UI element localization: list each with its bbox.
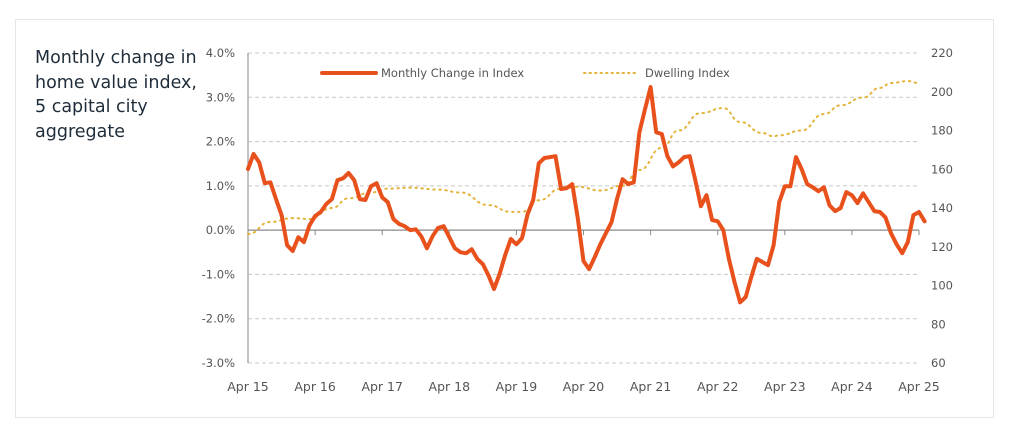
x-tick-label: Apr 16 [294,379,336,394]
x-tick-label: Apr 23 [764,379,806,394]
y-left-tick-label: -1.0% [202,267,235,281]
y-right-tick-label: 80 [931,317,946,331]
y-right-tick-label: 60 [931,356,946,370]
y-left-tick-label: 3.0% [206,90,235,104]
y-left-tick-label: -2.0% [202,312,235,326]
y-right-tick-label: 180 [931,124,953,138]
legend-label-monthly-change: Monthly Change in Index [381,66,524,80]
x-tick-label: Apr 15 [227,379,269,394]
x-tick-label: Apr 20 [563,379,605,394]
y-right-tick-label: 120 [931,240,953,254]
x-tick-label: Apr 21 [630,379,672,394]
x-tick-label: Apr 17 [361,379,403,394]
x-tick-label: Apr 19 [496,379,538,394]
y-right-tick-label: 100 [931,279,953,293]
series-line-monthly-change [246,85,927,305]
axes [247,53,920,363]
y-right-tick-label: 140 [931,201,953,215]
y-left-tick-label: 1.0% [206,179,235,193]
y-right-tick-label: 220 [931,46,953,60]
y-axis-right: 220 200 180 160 140 120 100 80 60 [931,46,953,370]
legend-label-dwelling-index: Dwelling Index [645,66,730,80]
series-layer [246,80,927,305]
x-axis: Apr 15 Apr 16 Apr 17 Apr 18 Apr 19 Apr 20 Apr … [227,379,940,394]
x-tick-label: Apr 24 [831,379,873,394]
y-left-tick-label: 0.0% [206,223,235,237]
chart-card [15,19,994,418]
legend: Monthly Change in Index Dwelling Index [320,66,730,80]
x-tick-label: Apr 18 [429,379,471,394]
y-left-tick-label: 4.0% [206,46,235,60]
gridlines [248,52,919,364]
y-right-tick-label: 200 [931,85,953,99]
series-line-dwelling-index [247,80,920,235]
y-right-tick-label: 160 [931,162,953,176]
y-axis-left: 4.0% 3.0% 2.0% 1.0% 0.0% -1.0% -2.0% -3.0% [202,46,235,370]
y-left-tick-label: 2.0% [206,135,235,149]
chart-title: Monthly change in home value index, 5 ca… [35,48,197,142]
x-tick-label: Apr 25 [898,379,940,394]
x-tick-label: Apr 22 [697,379,739,394]
y-left-tick-label: -3.0% [202,356,235,370]
